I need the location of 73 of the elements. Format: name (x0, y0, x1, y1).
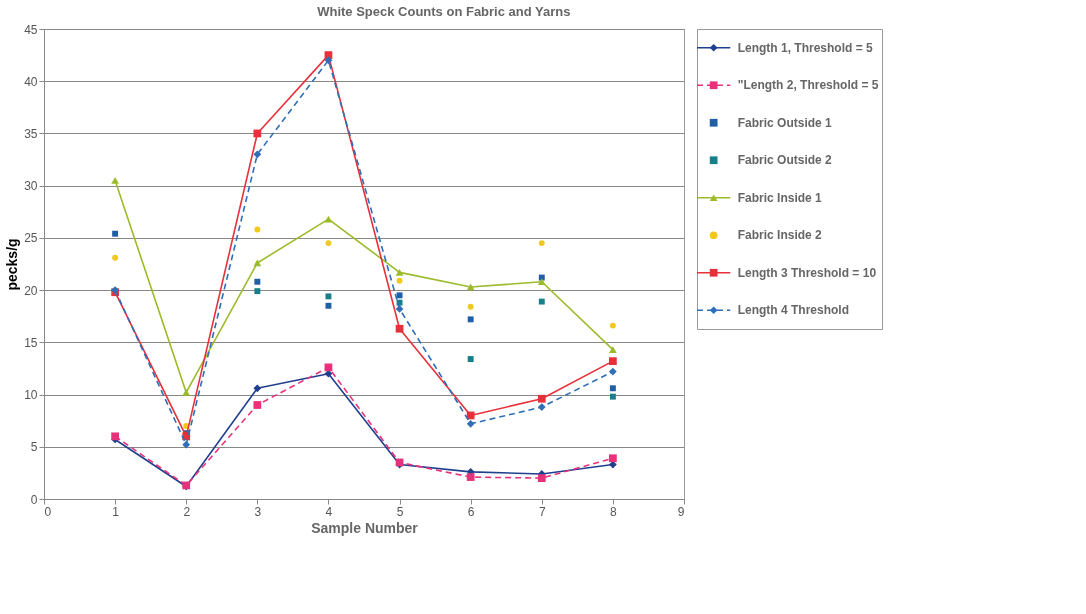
point (395, 269, 404, 276)
point (395, 324, 404, 333)
point (112, 254, 119, 261)
point (396, 292, 403, 299)
y-tick-label: 25 (24, 231, 38, 246)
point (395, 305, 404, 313)
point (396, 277, 403, 284)
point (467, 316, 474, 323)
legend-label: Length 4 Threshold (737, 303, 850, 318)
point (538, 298, 545, 305)
point (253, 384, 262, 393)
point (325, 293, 332, 300)
x-tick-label: 6 (467, 504, 475, 519)
point (254, 278, 261, 285)
point (182, 389, 191, 396)
y-tick-label: 40 (24, 74, 38, 89)
point (538, 274, 545, 281)
point (609, 393, 616, 400)
x-tick-label: 0 (44, 504, 52, 519)
point (325, 302, 332, 309)
y-tick-label: 20 (24, 283, 38, 298)
legend-label: "Length 2, Threshold = 5 (737, 78, 879, 93)
point (609, 346, 617, 353)
legend-label: Fabric Outside 2 (737, 153, 833, 168)
point (609, 367, 617, 376)
x-tick-label: 1 (112, 504, 120, 519)
point (182, 440, 191, 449)
x-tick-label: 2 (183, 504, 191, 519)
point (609, 385, 616, 392)
y-tick-label: 35 (24, 126, 38, 141)
point (112, 230, 119, 237)
point (253, 150, 262, 159)
point (466, 473, 475, 481)
point (254, 226, 261, 233)
point (537, 278, 546, 286)
x-tick-label: 7 (538, 504, 546, 519)
point (609, 454, 617, 463)
point (538, 240, 545, 247)
point (537, 474, 546, 482)
point (253, 129, 262, 138)
legend-label: Length 3 Threshold = 10 (737, 265, 877, 280)
point (467, 356, 474, 362)
point (609, 322, 616, 329)
x-tick-label: 3 (254, 504, 262, 519)
legend-label: Fabric Inside 1 (737, 190, 823, 205)
y-tick-label: 10 (24, 388, 38, 403)
x-tick-label: 4 (325, 504, 333, 519)
y-tick-label: 30 (24, 179, 38, 194)
point (253, 401, 262, 409)
x-axis-title: Sample Number (311, 519, 419, 536)
x-tick-label: 9 (677, 504, 685, 519)
point (537, 403, 546, 411)
x-tick-label: 5 (396, 504, 404, 519)
point (466, 411, 475, 420)
legend-label: Fabric Outside 1 (737, 115, 833, 130)
y-tick-label: 0 (30, 492, 38, 507)
chart-title: White Speck Counts on Fabric and Yarns (317, 3, 571, 19)
point (324, 56, 333, 65)
legend-label: Length 1, Threshold = 5 (737, 40, 874, 55)
point (325, 240, 332, 247)
legend-label: Fabric Inside 2 (737, 228, 823, 243)
y-tick-label: 45 (24, 22, 38, 37)
point (111, 177, 119, 184)
point (537, 394, 546, 403)
y-tick-label: 5 (30, 440, 38, 455)
point (254, 288, 261, 295)
x-tick-label: 8 (610, 504, 618, 519)
point (609, 357, 617, 366)
point (466, 419, 475, 428)
y-axis-title: pecks/g (4, 238, 21, 291)
point (467, 303, 474, 310)
point (253, 259, 262, 267)
y-tick-label: 15 (24, 335, 38, 350)
